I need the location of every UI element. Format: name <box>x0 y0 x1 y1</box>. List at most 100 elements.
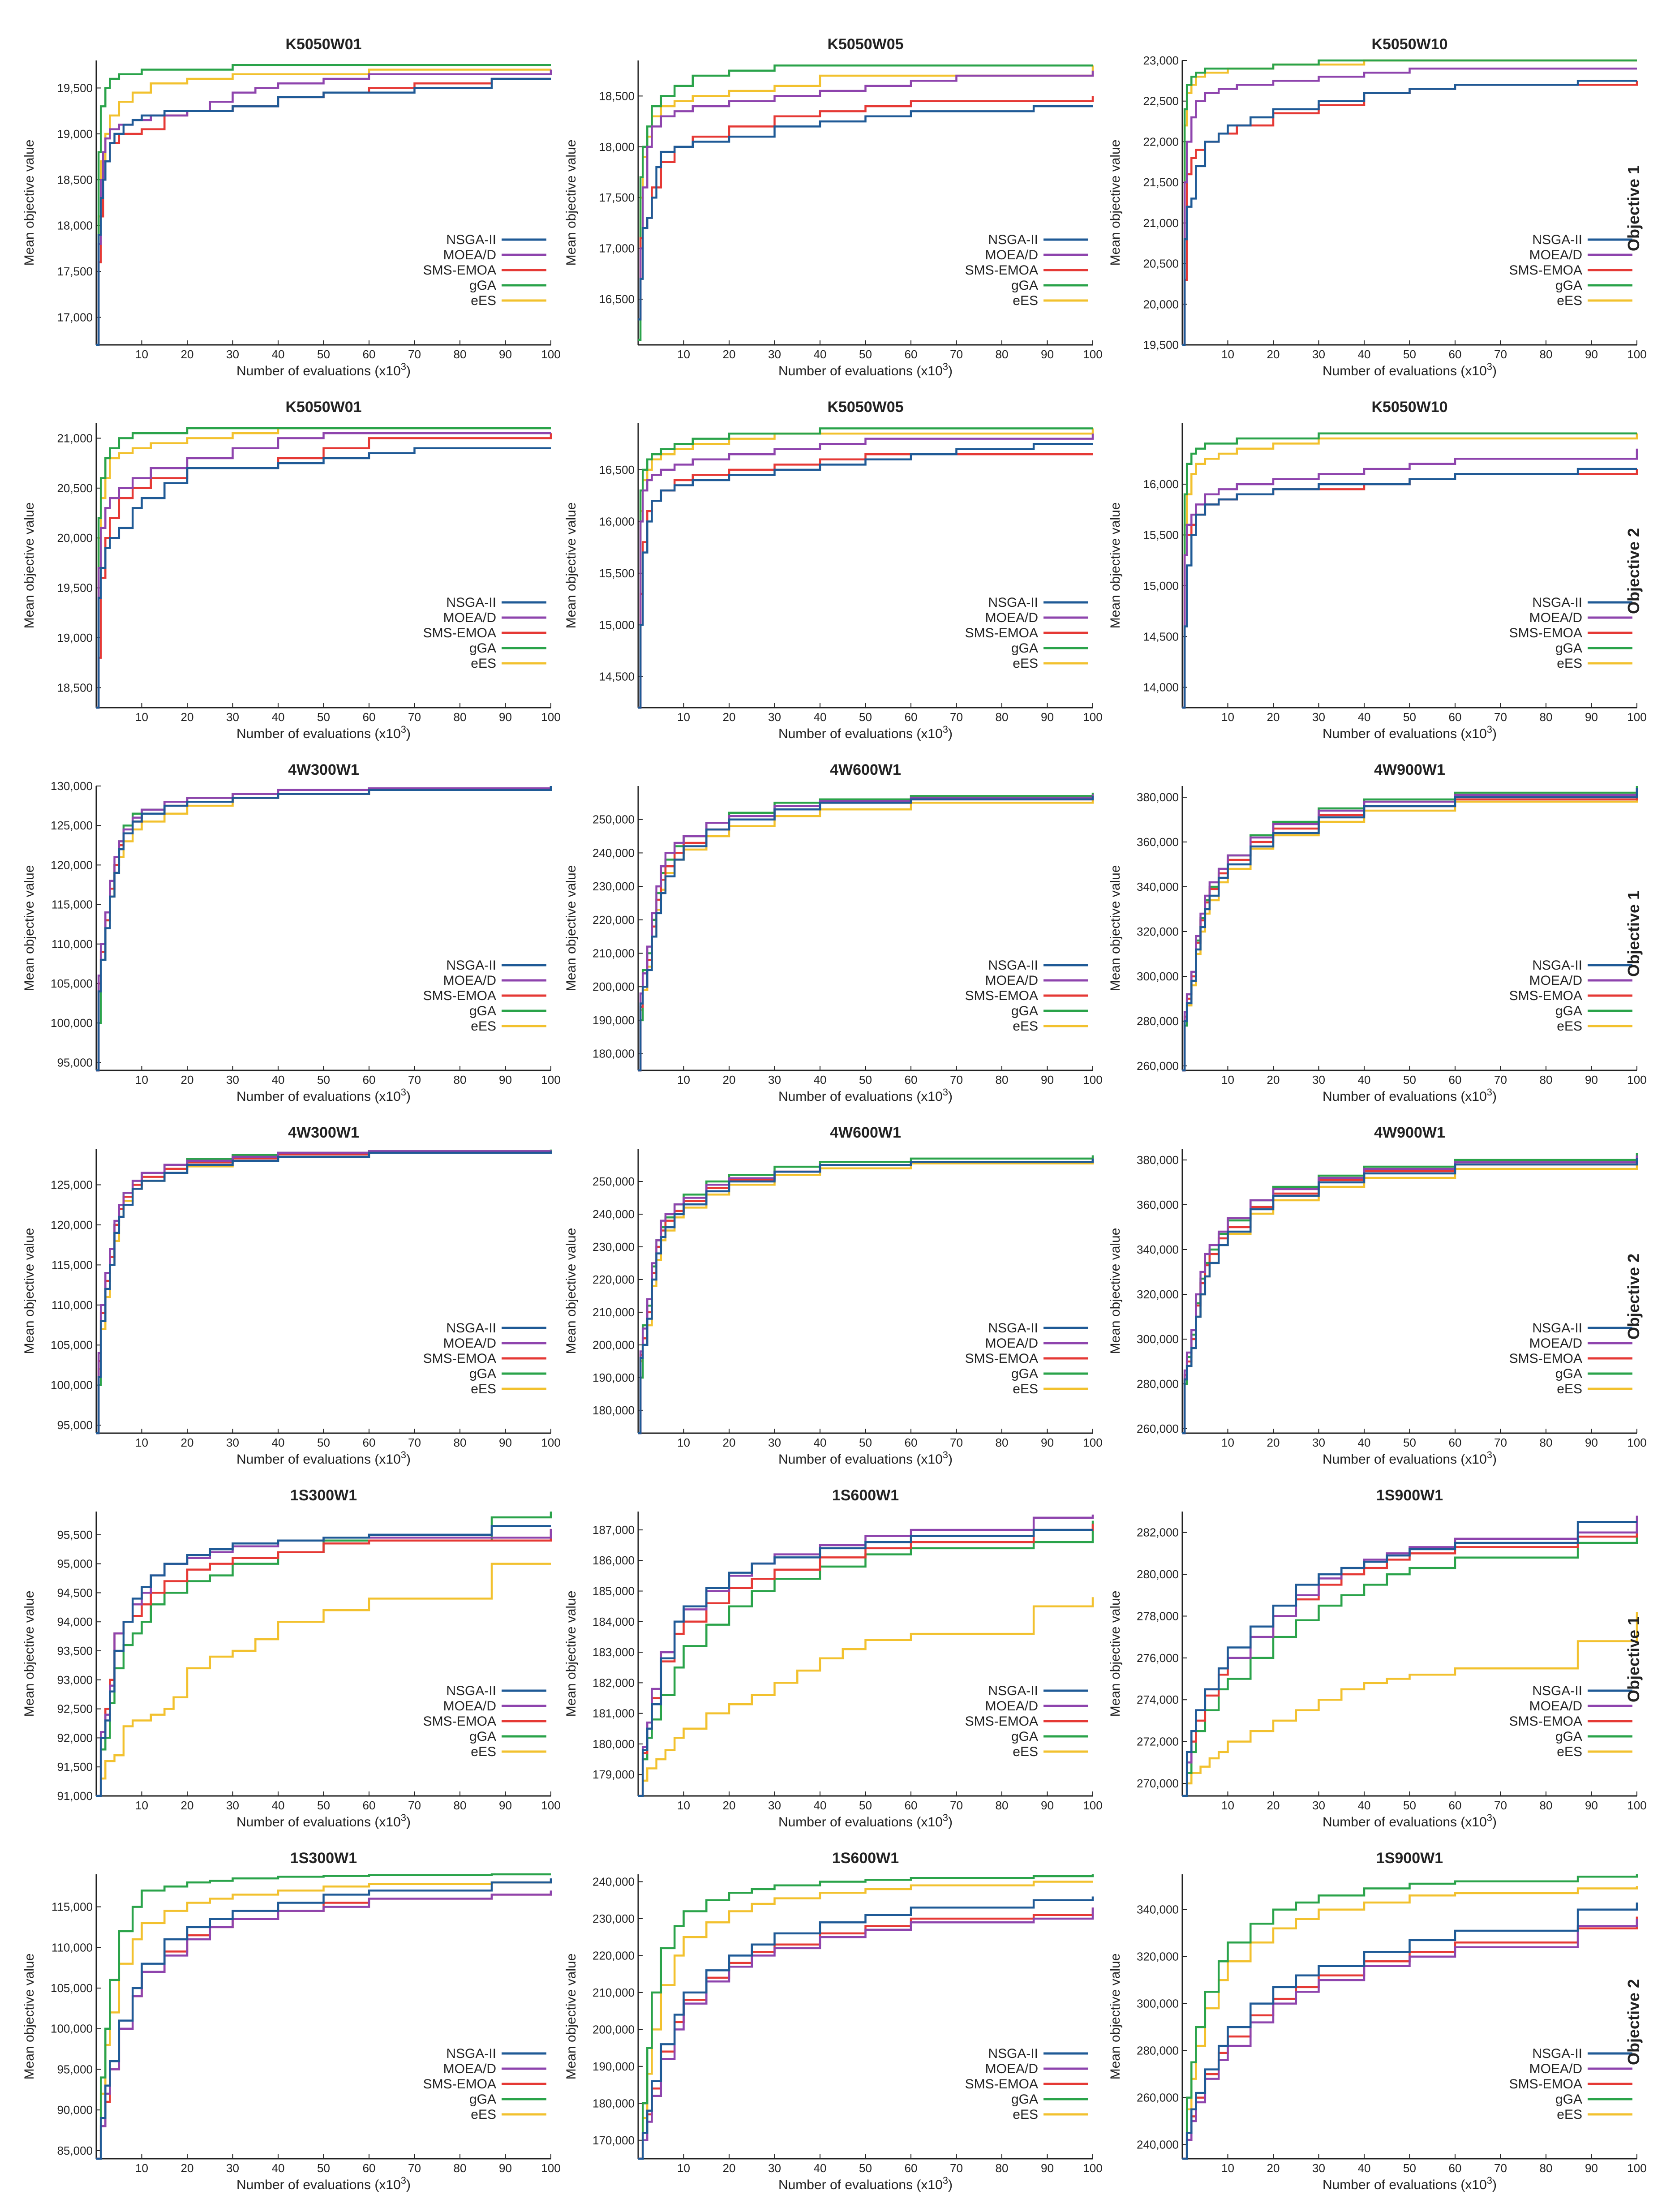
x-tick-label: 60 <box>363 1799 376 1812</box>
legend-label: MOEA/D <box>985 1336 1038 1351</box>
y-tick-label: 21,500 <box>1143 176 1179 189</box>
x-tick-label: 10 <box>135 1799 148 1812</box>
y-axis-label: Mean objective value <box>22 1954 37 2080</box>
x-tick-label: 90 <box>1041 2161 1054 2175</box>
chart-title: 1S300W1 <box>290 1850 357 1867</box>
x-tick-label: 10 <box>677 710 690 724</box>
x-tick-label: 60 <box>1449 348 1462 361</box>
x-axis-label: Number of evaluations (x103) <box>236 2175 411 2192</box>
y-axis-label: Mean objective value <box>1108 1954 1123 2080</box>
x-tick-label: 60 <box>905 348 918 361</box>
y-tick-label: 272,000 <box>1137 1735 1179 1748</box>
x-tick-label: 20 <box>723 710 736 724</box>
legend-label: NSGA-II <box>988 1684 1038 1698</box>
x-tick-label: 10 <box>1221 1073 1234 1087</box>
x-tick-label: 100 <box>541 1436 560 1449</box>
chart-title: K5050W01 <box>285 399 361 416</box>
x-tick-label: 100 <box>541 710 560 724</box>
y-tick-label: 250,000 <box>593 813 635 826</box>
x-tick-label: 30 <box>1312 348 1325 361</box>
x-tick-label: 40 <box>814 1436 827 1449</box>
x-tick-label: 100 <box>1627 1073 1646 1087</box>
series-line-ees <box>1182 1612 1638 1797</box>
chart-panel: K5050W01 18,500 19,000 19,500 20,000 20,500 21… <box>22 399 561 741</box>
y-tick-label: 180,000 <box>593 2096 635 2110</box>
y-tick-label: 270,000 <box>1137 1777 1179 1790</box>
y-tick-label: 210,000 <box>593 947 635 960</box>
series-line-moea-d <box>96 432 551 709</box>
series-line-nsga-ii <box>96 77 551 346</box>
y-axis-label: Mean objective value <box>1108 140 1123 266</box>
legend-label: eES <box>471 2107 496 2122</box>
y-tick-label: 340,000 <box>1137 1903 1179 1916</box>
x-tick-label: 70 <box>950 1799 963 1812</box>
x-tick-label: 50 <box>317 2161 330 2175</box>
legend-label: MOEA/D <box>443 1336 496 1351</box>
legend-label: SMS-EMOA <box>965 2077 1038 2092</box>
x-tick-label: 40 <box>814 348 827 361</box>
y-tick-label: 14,500 <box>599 670 635 683</box>
x-tick-label: 90 <box>499 710 512 724</box>
y-tick-label: 95,000 <box>57 2062 93 2076</box>
legend-label: NSGA-II <box>988 1321 1038 1336</box>
legend-label: eES <box>1557 1019 1582 1034</box>
x-axis-label: Number of evaluations (x103) <box>778 2175 953 2192</box>
x-tick-label: 40 <box>814 710 827 724</box>
y-axis-label: Mean objective value <box>564 140 579 266</box>
x-axis-label: Number of evaluations (x103) <box>236 361 411 378</box>
legend-label: gGA <box>1555 641 1582 656</box>
y-tick-label: 18,000 <box>57 219 93 232</box>
y-tick-label: 300,000 <box>1137 1997 1179 2010</box>
x-tick-label: 90 <box>499 1436 512 1449</box>
x-tick-label: 100 <box>1627 2161 1646 2175</box>
x-tick-label: 60 <box>1449 2161 1462 2175</box>
y-tick-label: 340,000 <box>1137 1243 1179 1256</box>
legend-label: MOEA/D <box>1529 973 1582 988</box>
x-tick-label: 40 <box>814 1799 827 1812</box>
y-tick-label: 16,000 <box>1143 477 1179 491</box>
x-tick-label: 80 <box>1540 348 1553 361</box>
x-tick-label: 100 <box>1083 1073 1102 1087</box>
series-line-ees <box>638 1881 1093 2160</box>
x-tick-label: 70 <box>950 1073 963 1087</box>
chart-title: 1S300W1 <box>290 1487 357 1504</box>
y-tick-label: 320,000 <box>1137 1950 1179 1963</box>
series-line-gga <box>638 1874 1094 2160</box>
x-tick-label: 60 <box>905 1436 918 1449</box>
y-tick-label: 125,000 <box>51 819 93 832</box>
legend-label: eES <box>1557 1382 1582 1396</box>
y-tick-label: 360,000 <box>1137 1198 1179 1211</box>
x-tick-label: 100 <box>1627 710 1646 724</box>
y-tick-label: 250,000 <box>593 1175 635 1188</box>
y-tick-label: 15,000 <box>599 618 635 631</box>
x-tick-label: 60 <box>905 710 918 724</box>
x-tick-label: 90 <box>1041 1436 1054 1449</box>
x-tick-label: 30 <box>1312 710 1325 724</box>
y-tick-label: 220,000 <box>593 1273 635 1286</box>
y-tick-label: 300,000 <box>1137 1332 1179 1346</box>
y-tick-label: 100,000 <box>51 1379 93 1392</box>
x-tick-label: 90 <box>1585 710 1598 724</box>
y-tick-label: 130,000 <box>51 779 93 793</box>
legend-label: MOEA/D <box>443 610 496 625</box>
y-tick-label: 19,000 <box>57 127 93 141</box>
x-tick-label: 10 <box>1221 2161 1234 2175</box>
x-tick-label: 10 <box>1221 1799 1234 1812</box>
x-tick-label: 30 <box>768 1436 781 1449</box>
y-tick-label: 320,000 <box>1137 925 1179 938</box>
x-tick-label: 50 <box>1403 2161 1416 2175</box>
x-axis-label: Number of evaluations (x103) <box>236 724 411 741</box>
chart-title: 4W300W1 <box>288 761 359 778</box>
legend-label: eES <box>471 1744 496 1759</box>
x-tick-label: 60 <box>1449 1073 1462 1087</box>
legend-label: SMS-EMOA <box>423 988 496 1003</box>
x-tick-label: 10 <box>1221 348 1234 361</box>
y-tick-label: 95,000 <box>57 1418 93 1432</box>
chart-title: K5050W01 <box>285 36 361 53</box>
x-tick-label: 80 <box>996 2161 1009 2175</box>
y-tick-label: 320,000 <box>1137 1288 1179 1301</box>
legend-label: SMS-EMOA <box>965 263 1038 278</box>
y-tick-label: 200,000 <box>593 1338 635 1352</box>
y-tick-label: 300,000 <box>1137 970 1179 983</box>
x-tick-label: 50 <box>1403 710 1416 724</box>
